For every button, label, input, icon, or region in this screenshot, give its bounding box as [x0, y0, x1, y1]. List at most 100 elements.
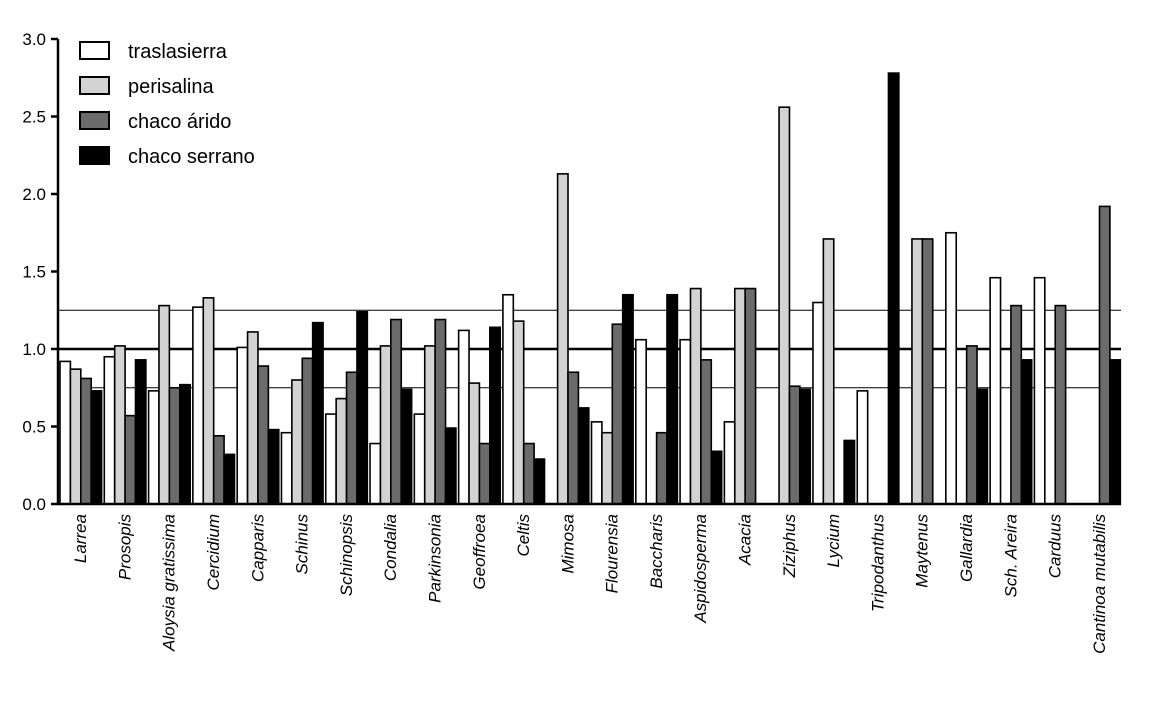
bar	[103, 355, 116, 505]
bar	[522, 442, 535, 505]
category-label: Tripodanthus	[868, 514, 887, 612]
category-label: Geoffroea	[470, 514, 489, 590]
legend-label: chaco serrano	[128, 146, 255, 168]
legend-swatch	[79, 41, 110, 60]
bar	[621, 293, 634, 505]
y-tick-label: 2.5	[22, 108, 46, 127]
bar	[689, 287, 702, 505]
bar	[400, 388, 413, 505]
bar	[113, 345, 126, 505]
bar	[976, 388, 989, 505]
bar	[489, 326, 502, 505]
category-label: Ziziphus	[780, 514, 799, 579]
bar	[843, 439, 856, 505]
bar	[192, 306, 205, 505]
y-tick-label: 0.5	[22, 418, 46, 437]
category-label: Carduus	[1046, 514, 1065, 579]
bar	[744, 287, 757, 505]
bar	[567, 371, 580, 505]
bar	[212, 434, 225, 505]
x-axis-labels: Larrea Prosopis Aloysia gratissima Cercidiu…	[71, 514, 1109, 654]
legend-swatch	[79, 146, 110, 165]
bar	[335, 397, 348, 505]
bar	[434, 318, 447, 505]
legend-label: perisalina	[128, 76, 214, 98]
bar	[778, 106, 791, 505]
bar	[502, 293, 515, 505]
bar	[223, 453, 236, 505]
category-label: Capparis	[248, 514, 267, 583]
bar	[202, 297, 215, 505]
bar	[444, 427, 457, 505]
category-label: Parkinsonia	[425, 514, 444, 603]
bar	[733, 287, 746, 505]
bar	[90, 390, 103, 505]
category-label: Prosopis	[115, 514, 134, 581]
category-label: Larrea	[71, 514, 90, 563]
category-label: Gallardia	[957, 514, 976, 582]
category-label: Mimosa	[558, 514, 577, 574]
bar	[257, 365, 270, 505]
bar	[911, 238, 924, 505]
bar	[80, 377, 93, 505]
y-axis-ticks: 0.0 0.5 1.0 1.5 2.0 2.5 3.0	[22, 30, 58, 514]
bar	[478, 442, 491, 505]
bar	[679, 338, 692, 505]
bar	[512, 320, 525, 505]
bar	[822, 238, 835, 505]
bar	[301, 357, 314, 505]
legend-label: traslasierra	[128, 41, 228, 63]
bar	[246, 331, 259, 505]
bar	[556, 173, 569, 505]
bar	[723, 421, 736, 505]
bar	[158, 304, 171, 505]
bar	[134, 359, 147, 505]
bar	[533, 458, 546, 505]
legend-swatch	[79, 76, 110, 95]
bar	[799, 388, 812, 505]
bar	[369, 442, 382, 505]
category-label: Cantinoa mutabilis	[1090, 514, 1109, 654]
bar	[59, 360, 72, 505]
y-tick-label: 1.5	[22, 263, 46, 282]
bar	[390, 318, 403, 505]
bar	[69, 368, 82, 505]
category-label: Cercidium	[204, 514, 223, 591]
bar	[168, 386, 181, 505]
category-label: Acacia	[736, 514, 755, 566]
bar	[1010, 304, 1023, 505]
bar	[291, 379, 304, 505]
bar	[345, 371, 358, 505]
y-tick-label: 1.0	[22, 340, 46, 359]
category-label: Maytenus	[913, 514, 932, 588]
bar	[1098, 205, 1111, 505]
category-label: Aspidosperma	[691, 514, 710, 624]
y-tick-label: 2.0	[22, 185, 46, 204]
category-label: Flourensia	[603, 514, 622, 593]
bar	[280, 431, 293, 505]
bar	[423, 345, 436, 505]
legend-label: chaco árido	[128, 111, 231, 133]
bar	[178, 383, 191, 505]
bar	[611, 323, 624, 505]
bar	[856, 390, 869, 505]
category-label: Sch. Areira	[1001, 514, 1020, 597]
bar	[788, 385, 801, 505]
bar	[590, 421, 603, 505]
category-label: Lycium	[824, 514, 843, 568]
bar	[311, 321, 324, 505]
bar	[666, 293, 679, 505]
bars	[59, 72, 1122, 505]
bar	[989, 276, 1002, 505]
bar	[236, 346, 249, 505]
category-label: Celtis	[514, 514, 533, 557]
category-label: Baccharis	[647, 514, 666, 589]
category-label: Aloysia gratissima	[160, 514, 179, 652]
y-tick-label: 0.0	[22, 495, 46, 514]
bar	[1054, 304, 1067, 505]
category-label: Schinopsis	[337, 514, 356, 597]
bar	[700, 359, 713, 505]
bar	[124, 414, 137, 505]
bar	[577, 407, 590, 505]
